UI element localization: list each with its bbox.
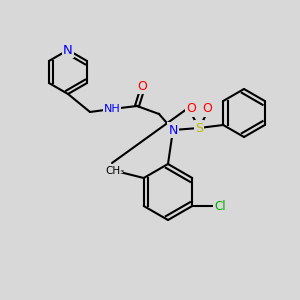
Text: O: O [202, 103, 212, 116]
Text: CH₃: CH₃ [105, 166, 124, 176]
Text: NH: NH [103, 104, 120, 114]
Text: S: S [195, 122, 203, 134]
Text: O: O [137, 80, 147, 92]
Text: O: O [186, 103, 196, 116]
Text: N: N [168, 124, 178, 136]
Text: Cl: Cl [214, 200, 226, 212]
Text: N: N [63, 44, 73, 56]
